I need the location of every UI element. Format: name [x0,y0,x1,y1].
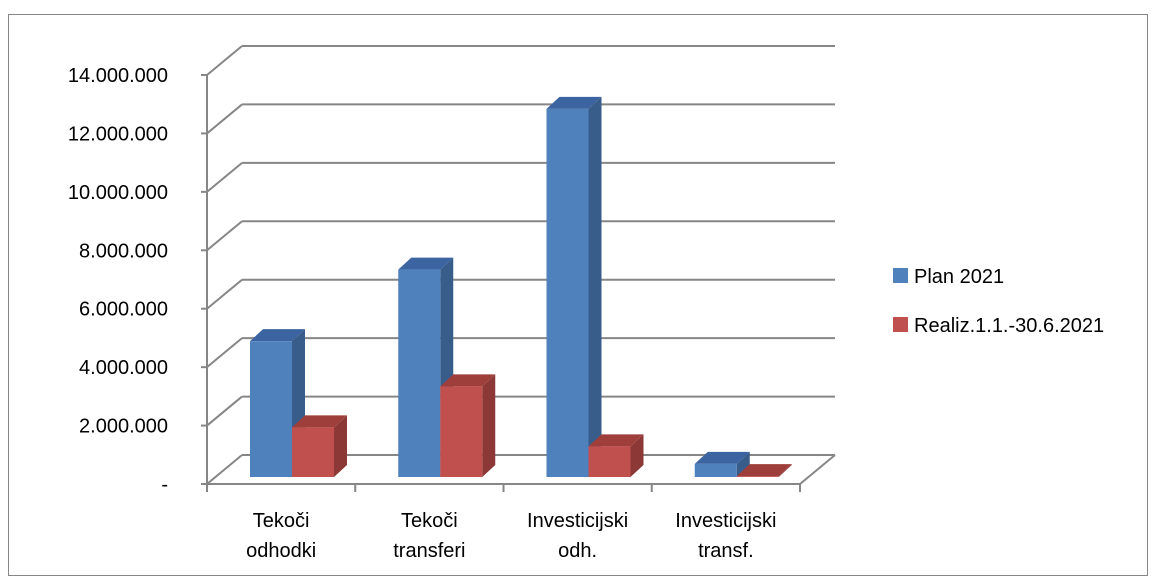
x-tick-label: odh. [558,540,597,562]
legend-label: Realiz.1.1.-30.6.2021 [914,315,1104,337]
bar-side [778,464,792,477]
bar [398,269,441,477]
bar [736,476,779,477]
bar-side [736,451,750,477]
bar-side [630,434,644,477]
x-tick-label: Investicijski [527,510,628,532]
gridline-side [206,278,243,310]
bar [694,463,737,477]
y-tick-label: 2.000.000 [79,416,168,438]
bar-top [440,374,496,387]
x-tick-label: odhodki [246,540,316,562]
bar-side [588,96,602,478]
y-tick-label: 8.000.000 [79,240,168,262]
gridline-side [206,220,243,252]
x-tick-label: Investicijski [675,510,776,532]
bar-top [588,434,644,447]
y-tick-label: - [161,474,168,496]
gridline-side [206,454,243,485]
y-tick-label: 12.000.000 [68,123,168,145]
x-tick-label: transferi [393,540,465,562]
gridline-side [206,162,243,193]
bar-top [546,96,602,109]
gridline-side [206,45,243,76]
x-tick-label: Tekoči [401,510,458,532]
legend-swatch [893,317,908,332]
x-tick-label: Tekoči [253,510,310,532]
y-tick-label: 10.000.000 [68,182,168,204]
floor-edge [799,454,836,485]
y-tick-label: 6.000.000 [79,299,168,321]
legend-swatch [893,268,908,283]
bar [440,386,483,477]
gridline-side [206,395,243,427]
bar [292,427,334,477]
bar-top [398,257,454,270]
bar-top [250,329,305,342]
gridline-side [206,337,243,368]
bar-side [482,374,496,477]
bar-top [736,464,792,477]
bar [588,446,631,477]
bar-top [292,415,347,428]
bar-top [694,451,750,464]
legend-label: Plan 2021 [914,266,1004,288]
y-tick-label: 14.000.000 [68,65,168,87]
y-tick-label: 4.000.000 [79,357,168,379]
bar [250,341,292,477]
gridline-side [206,103,243,135]
x-tick-label: transf. [698,540,754,562]
bar-side [334,415,347,477]
bar [546,108,589,478]
